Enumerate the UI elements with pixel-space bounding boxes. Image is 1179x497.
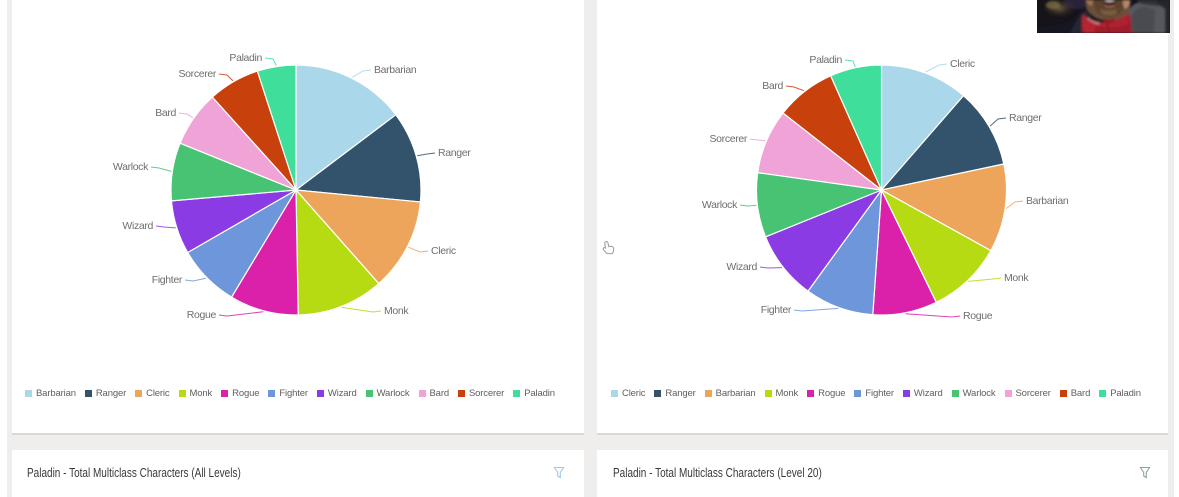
svg-text:Paladin: Paladin [229,52,262,64]
svg-text:Sorcerer: Sorcerer [710,133,748,145]
svg-text:Cleric: Cleric [431,245,456,257]
svg-text:Barbarian: Barbarian [374,64,417,76]
svg-text:Fighter: Fighter [152,274,183,286]
svg-text:Barbarian: Barbarian [1026,195,1069,207]
svg-text:Ranger: Ranger [1009,112,1042,124]
svg-text:Ranger: Ranger [438,147,471,159]
svg-text:Monk: Monk [384,305,409,317]
svg-text:Monk: Monk [1004,272,1029,284]
svg-text:Sorcerer: Sorcerer [179,68,217,80]
svg-text:Cleric: Cleric [950,58,975,70]
svg-text:Wizard: Wizard [122,220,153,232]
svg-text:Rogue: Rogue [963,310,993,322]
svg-text:Bard: Bard [762,80,783,92]
svg-text:Paladin: Paladin [809,54,842,66]
svg-text:Rogue: Rogue [187,309,217,321]
svg-text:Bard: Bard [155,107,176,119]
svg-text:Warlock: Warlock [113,161,149,173]
svg-text:Wizard: Wizard [726,261,757,273]
svg-text:Warlock: Warlock [702,199,738,211]
svg-text:Fighter: Fighter [761,304,792,316]
